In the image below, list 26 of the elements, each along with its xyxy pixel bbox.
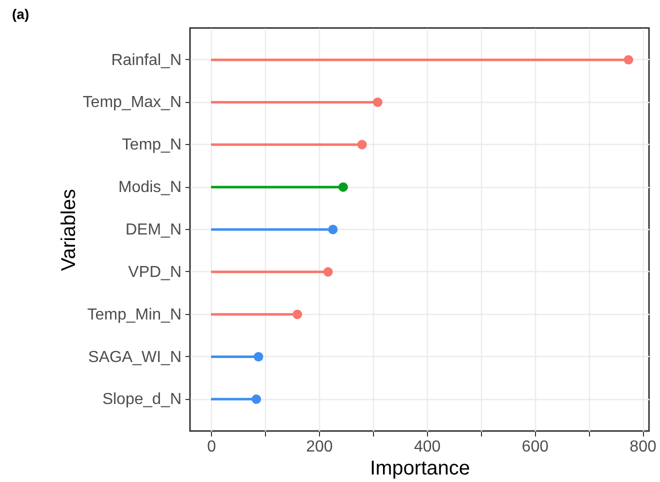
- text: (a): [12, 6, 30, 22]
- y-tick-label: SAGA_WI_N: [88, 348, 182, 366]
- point: [292, 310, 302, 320]
- x-tick-label: 200: [306, 438, 333, 456]
- y-tick-label: Rainfal_N: [111, 52, 182, 69]
- point: [328, 224, 338, 234]
- y-tick-label: DEM_N: [125, 222, 182, 238]
- y-tick-label: Modis_N: [118, 179, 182, 196]
- y-tick-label: Temp_Max_N: [82, 94, 182, 112]
- point: [357, 140, 367, 150]
- y-tick-label: Temp_Min_N: [87, 306, 182, 324]
- x-tick-label: 600: [522, 438, 549, 456]
- x-axis-title: Importance: [370, 458, 470, 480]
- y-tick-label: VPD_N: [128, 264, 182, 281]
- point: [338, 182, 348, 192]
- x-tick-label: 400: [414, 438, 441, 456]
- x-tick-label: 0: [207, 438, 216, 456]
- y-tick-label: Temp_N: [122, 136, 182, 154]
- x-tick-label: 800: [630, 438, 656, 456]
- point: [254, 352, 264, 362]
- point: [624, 55, 634, 65]
- point: [323, 267, 333, 277]
- y-axis-title: Variables: [58, 189, 80, 271]
- point: [252, 394, 262, 404]
- point: [372, 98, 382, 107]
- y-tick-label: Slope_d_N: [102, 391, 182, 408]
